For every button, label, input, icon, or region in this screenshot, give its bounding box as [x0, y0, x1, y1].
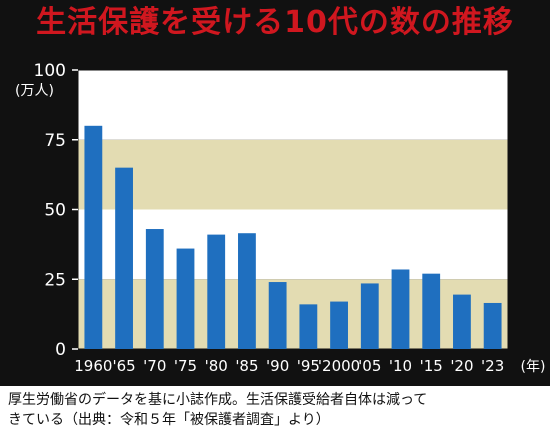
- bar: [207, 234, 226, 349]
- caption: 厚生労働省のデータを基に小誌作成。生活保護受給者自体は減って きている（出典：令…: [0, 386, 550, 437]
- plot-band: [78, 209, 508, 280]
- x-tick-label: '70: [143, 357, 166, 375]
- bar: [422, 273, 441, 349]
- y-axis-label: (万人): [15, 83, 54, 99]
- bar: [238, 233, 256, 349]
- x-tick-label: '10: [389, 357, 412, 375]
- bar: [391, 269, 410, 349]
- y-tick-label: 100: [34, 61, 66, 81]
- x-tick-label: 1960: [74, 357, 112, 375]
- x-tick-label: '20: [450, 357, 473, 375]
- bar: [268, 282, 287, 349]
- caption-line-2: きている（出典：令和５年「被保護者調査」より）: [8, 412, 330, 428]
- x-tick-label: '90: [266, 357, 289, 375]
- bar: [299, 304, 318, 349]
- caption-line-1: 厚生労働省のデータを基に小誌作成。生活保護受給者自体は減って: [8, 392, 428, 408]
- bar: [360, 283, 379, 349]
- x-tick-label: '15: [420, 357, 443, 375]
- x-tick-label: '23: [481, 357, 504, 375]
- y-tick-label: 0: [55, 340, 66, 360]
- x-axis-label: (年): [521, 359, 546, 375]
- plot-band: [78, 139, 508, 210]
- y-tick-label: 50: [44, 201, 66, 221]
- x-tick-label: '85: [235, 357, 258, 375]
- plot-band: [78, 70, 508, 140]
- x-tick-label: '05: [358, 357, 381, 375]
- bar: [330, 301, 348, 349]
- x-tick-label: '2000: [318, 357, 360, 375]
- chart-title: 生活保護を受ける10代の数の推移: [36, 5, 514, 40]
- bar: [115, 167, 133, 349]
- x-tick-label: '95: [297, 357, 320, 375]
- y-tick-label: 75: [44, 131, 66, 151]
- plot-band: [78, 279, 508, 349]
- bar: [453, 294, 471, 349]
- y-tick-label: 25: [44, 270, 66, 290]
- x-tick-label: '75: [174, 357, 197, 375]
- bar: [145, 229, 164, 349]
- x-tick-label: '80: [205, 357, 228, 375]
- bar: [84, 125, 103, 349]
- bar: [176, 248, 195, 349]
- x-tick-label: '65: [112, 357, 135, 375]
- bar-chart: 0255075100(万人)1960'65'70'75'80'85'90'95'…: [15, 61, 546, 375]
- bar: [483, 302, 502, 349]
